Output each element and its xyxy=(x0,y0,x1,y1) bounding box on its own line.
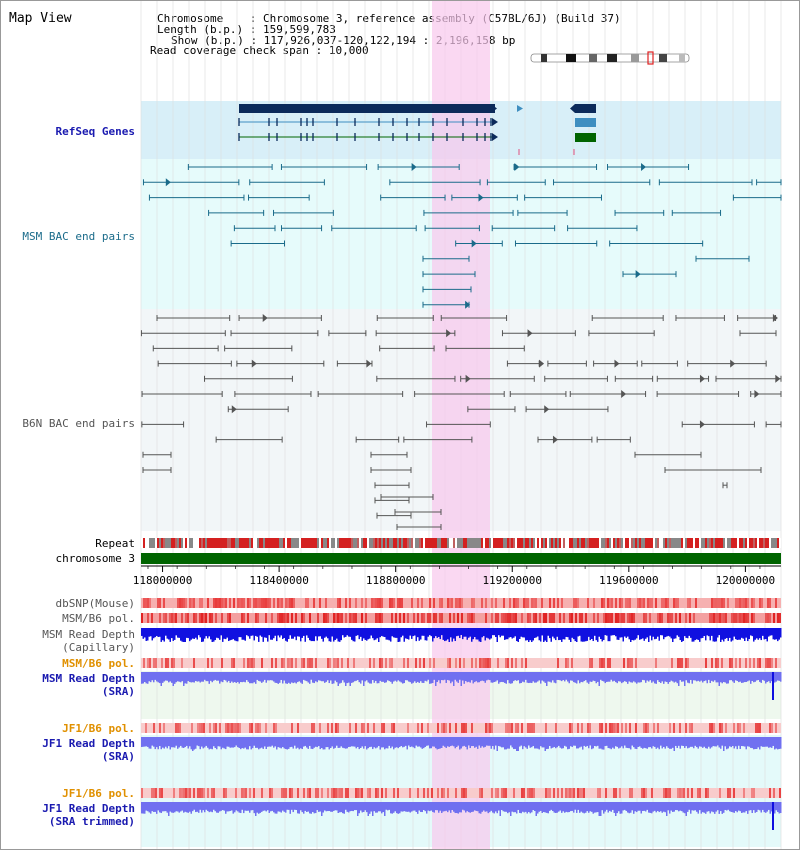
label-jf1-pol-1: JF1/B6 pol. xyxy=(62,722,135,735)
jf1-pol-track-1 xyxy=(141,723,781,733)
axis-tick-label: 118800000 xyxy=(366,574,426,587)
label-repeat: Repeat xyxy=(95,537,135,550)
label-msm-depth-capillary: MSM Read Depth (Capillary) xyxy=(1,628,135,654)
refseq-genes-track[interactable] xyxy=(238,104,596,155)
msm-b6-pol-track-2 xyxy=(141,658,781,668)
page-title: Map View xyxy=(9,11,72,26)
msm-depth-sra-track xyxy=(141,672,782,700)
gene-block-3[interactable] xyxy=(575,118,596,127)
gene-block-1[interactable] xyxy=(239,104,495,113)
b6n-bac-pairs[interactable] xyxy=(140,314,782,530)
coverage-label: Read coverage check span xyxy=(150,44,309,57)
jf1-depth-trim-line2: (SRA trimmed) xyxy=(48,815,135,828)
axis-tick-label: 118000000 xyxy=(133,574,193,587)
jf1-depth-sra-track xyxy=(141,737,782,751)
msm-depth-sra-line1: MSM Read Depth xyxy=(42,672,135,685)
label-msm-depth-sra: MSM Read Depth (SRA) xyxy=(1,672,135,698)
label-refseq-genes[interactable]: RefSeq Genes xyxy=(55,125,135,138)
msm-bac-pairs[interactable] xyxy=(142,163,782,309)
label-jf1-depth-trimmed: JF1 Read Depth (SRA trimmed) xyxy=(1,802,135,828)
msm-depth-capillary-track xyxy=(141,628,782,642)
jf1-pol-track-2 xyxy=(141,788,781,798)
axis-tick-label: 118400000 xyxy=(249,574,309,587)
msm-depth-cap-line1: MSM Read Depth xyxy=(42,628,135,641)
axis-tick-label: 119600000 xyxy=(599,574,659,587)
length-label: Length (b.p.) xyxy=(157,23,244,36)
axis-tick-label: 120000000 xyxy=(716,574,776,587)
repeat-track xyxy=(141,538,781,548)
dbsnp-track xyxy=(141,598,781,608)
label-msm-b6-pol-2: MSM/B6 pol. xyxy=(62,657,135,670)
ideogram-position-marker xyxy=(647,51,654,65)
gene-small-marker[interactable] xyxy=(517,105,523,112)
label-jf1-depth-sra: JF1 Read Depth (SRA) xyxy=(1,737,135,763)
jf1-depth-trimmed-track xyxy=(141,802,782,830)
gene-block-4[interactable] xyxy=(575,133,596,142)
label-msm-b6-pol-1: MSM/B6 pol. xyxy=(62,612,135,625)
label-dbsnp: dbSNP(Mouse) xyxy=(55,597,135,610)
position-axis: 118000000 118400000 118800000 119200000 1196… xyxy=(133,565,781,587)
label-chromosome: chromosome 3 xyxy=(55,552,135,565)
label-jf1-pol-2: JF1/B6 pol. xyxy=(62,787,135,800)
length-value: 159,599,783 xyxy=(262,23,336,36)
chromosome-bar xyxy=(141,553,781,564)
label-b6n-bac[interactable]: B6N BAC end pairs xyxy=(22,417,135,430)
show-label: Show (b.p.) xyxy=(171,34,244,47)
msm-depth-cap-line2: (Capillary) xyxy=(62,641,135,654)
gene-block-2[interactable] xyxy=(575,104,596,113)
axis-tick-label: 119200000 xyxy=(482,574,542,587)
gene-transcripts[interactable] xyxy=(238,118,498,141)
jf1-depth-sra-line1: JF1 Read Depth xyxy=(42,737,135,750)
jf1-depth-sra-line2: (SRA) xyxy=(101,750,135,763)
jf1-depth-trim-line1: JF1 Read Depth xyxy=(42,802,135,815)
label-msm-bac[interactable]: MSM BAC end pairs xyxy=(22,230,135,243)
chromosome-ideogram[interactable] xyxy=(530,51,690,65)
msm-b6-pol-track-1 xyxy=(141,613,781,623)
msm-depth-sra-line2: (SRA) xyxy=(101,685,135,698)
chromosome-label: Chromosome xyxy=(157,12,224,25)
selection-highlight xyxy=(432,1,490,849)
